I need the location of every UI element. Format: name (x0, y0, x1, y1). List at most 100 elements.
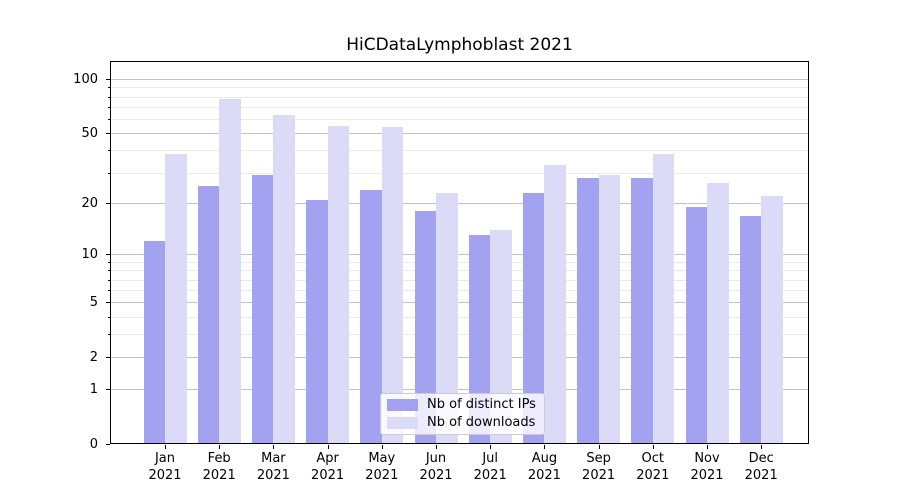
bar-nb-of-downloads-dec-2021 (761, 196, 783, 443)
chart-title: HiCDataLymphoblast 2021 (346, 35, 573, 55)
bar-nb-of-distinct-ips-sep-2021 (577, 177, 599, 443)
x-tick-label-line: 2021 (148, 468, 182, 483)
legend-item-downloads: Nb of downloads (387, 416, 538, 432)
bar-nb-of-distinct-ips-jun-2021 (414, 211, 436, 443)
y-minor-gridline (110, 107, 809, 109)
y-minor-tick (108, 262, 110, 263)
bar-nb-of-distinct-ips-may-2021 (360, 189, 382, 443)
y-minor-tick (108, 150, 110, 152)
x-tick-label-line: 2021 (256, 468, 290, 483)
legend-label-distinct-ips: Nb of distinct IPs (427, 396, 536, 412)
y-tick-label: 2 (89, 349, 98, 365)
y-minor-tick (108, 316, 110, 318)
y-minor-gridline (110, 270, 809, 272)
legend-item-distinct-ips: Nb of distinct IPs (387, 397, 538, 413)
y-minor-tick (108, 270, 110, 272)
bar-nb-of-downloads-oct-2021 (652, 154, 675, 443)
x-tick-label-line: Feb (207, 451, 231, 466)
plot-area (110, 61, 809, 444)
y-tick (106, 302, 110, 304)
y-tick-label: 1 (89, 381, 98, 397)
x-tick (544, 445, 546, 449)
y-minor-gridline (110, 290, 809, 292)
x-tick (381, 445, 383, 449)
y-minor-tick (108, 96, 110, 98)
y-minor-tick (108, 334, 110, 336)
bar-nb-of-distinct-ips-feb-2021 (197, 186, 220, 443)
y-minor-gridline (110, 96, 809, 98)
bar-nb-of-downloads-jan-2021 (165, 154, 187, 443)
x-tick-label-line: Nov (694, 451, 720, 466)
y-minor-tick (108, 172, 110, 174)
bar-nb-of-downloads-jul-2021 (490, 229, 512, 443)
y-minor-gridline (110, 279, 809, 281)
y-minor-gridline (110, 334, 809, 336)
bar-nb-of-downloads-may-2021 (381, 127, 404, 443)
y-minor-tick (108, 87, 110, 89)
x-tick-label: Dec 2021 (726, 450, 796, 484)
bar-nb-of-distinct-ips-jul-2021 (468, 235, 491, 443)
x-tick (761, 445, 763, 449)
x-tick-label: Sep 2021 (564, 450, 634, 484)
x-tick-label-line: 2021 (311, 468, 345, 483)
x-tick-label-line: 2021 (744, 468, 778, 483)
x-tick-label: Feb 2021 (184, 450, 254, 484)
x-tick-label: Mar 2021 (238, 450, 308, 484)
bar-nb-of-distinct-ips-dec-2021 (739, 215, 762, 443)
y-tick-label: 100 (73, 71, 98, 87)
x-tick-label-line: 2021 (365, 468, 399, 483)
y-minor-tick (108, 290, 110, 292)
x-tick (219, 445, 221, 449)
x-tick-label-line: 2021 (202, 468, 236, 483)
bar-nb-of-downloads-apr-2021 (327, 125, 350, 443)
x-tick-label-line: 2021 (690, 468, 724, 483)
y-tick-label: 0 (89, 436, 98, 452)
bar-nb-of-downloads-aug-2021 (544, 165, 566, 443)
bar-nb-of-distinct-ips-mar-2021 (251, 175, 274, 443)
y-tick-label: 10 (81, 246, 98, 262)
bar-nb-of-distinct-ips-nov-2021 (685, 207, 707, 443)
y-minor-tick (108, 107, 110, 109)
legend: Nb of distinct IPs Nb of downloads (380, 393, 545, 435)
x-tick-label-line: Oct (641, 451, 665, 466)
bar-nb-of-downloads-nov-2021 (707, 183, 729, 443)
x-tick-label-line: 2021 (527, 468, 561, 483)
legend-swatch-distinct-ips (387, 398, 418, 411)
y-minor-gridline (110, 150, 809, 152)
y-major-gridline (110, 389, 809, 391)
y-minor-gridline (110, 316, 809, 318)
y-minor-gridline (110, 87, 809, 89)
y-major-gridline (110, 302, 809, 304)
x-tick-label: Apr 2021 (293, 450, 363, 484)
legend-label-downloads: Nb of downloads (427, 415, 536, 431)
bar-nb-of-downloads-mar-2021 (273, 115, 295, 443)
x-tick (707, 445, 708, 449)
y-tick (106, 133, 110, 135)
x-tick (436, 445, 437, 449)
y-tick (106, 357, 110, 359)
x-tick-label-line: Jun (425, 451, 447, 466)
y-tick (106, 79, 110, 81)
y-minor-tick (108, 119, 110, 121)
x-tick-label: Aug 2021 (509, 450, 579, 484)
y-major-gridline (110, 79, 809, 81)
x-tick-label-line: Dec (748, 451, 774, 466)
x-tick-label: Jan 2021 (130, 450, 200, 484)
y-tick (106, 389, 110, 391)
y-major-gridline (110, 254, 809, 256)
legend-swatch-downloads (387, 417, 418, 430)
y-minor-gridline (110, 262, 809, 263)
y-tick (106, 444, 110, 445)
x-tick (165, 445, 166, 449)
y-major-gridline (110, 133, 809, 135)
y-tick (106, 254, 110, 256)
x-tick-label: Nov 2021 (672, 450, 742, 484)
x-tick-label: Oct 2021 (618, 450, 688, 484)
bar-nb-of-downloads-sep-2021 (598, 175, 621, 443)
y-tick (106, 203, 110, 205)
bar-nb-of-distinct-ips-apr-2021 (306, 199, 328, 443)
bar-nb-of-downloads-feb-2021 (219, 98, 241, 443)
y-minor-gridline (110, 119, 809, 121)
y-major-gridline (110, 357, 809, 359)
